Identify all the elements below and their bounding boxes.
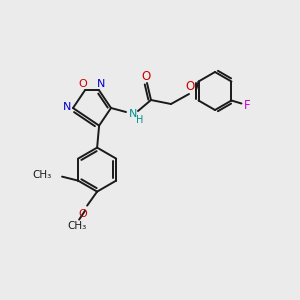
Text: F: F bbox=[244, 99, 251, 112]
Text: N: N bbox=[97, 80, 105, 89]
Text: CH₃: CH₃ bbox=[68, 220, 87, 231]
Text: O: O bbox=[185, 80, 195, 94]
Text: O: O bbox=[79, 80, 87, 89]
Text: O: O bbox=[79, 208, 88, 219]
Text: N: N bbox=[63, 102, 71, 112]
Text: N: N bbox=[129, 109, 137, 119]
Text: CH₃: CH₃ bbox=[33, 169, 52, 180]
Text: O: O bbox=[141, 70, 151, 83]
Text: H: H bbox=[136, 115, 144, 125]
